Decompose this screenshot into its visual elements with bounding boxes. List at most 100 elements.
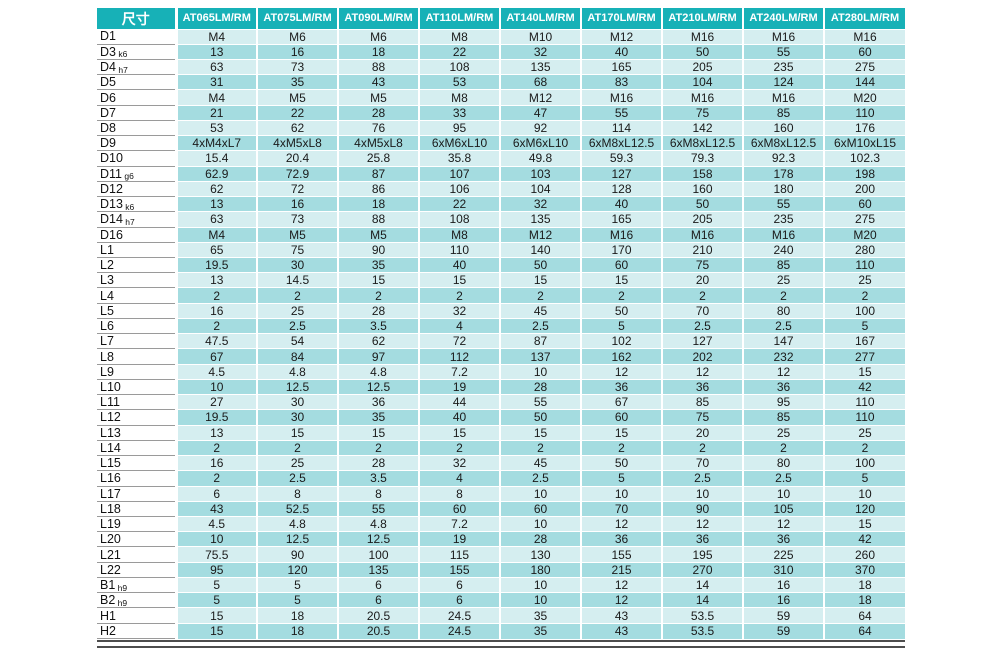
dimension-value-cell: M16 (580, 226, 662, 243)
dimension-value-cell: 36 (337, 394, 419, 410)
dimension-value-cell: 2 (175, 439, 257, 456)
dimension-value-cell: 53.5 (661, 622, 743, 639)
dimension-value-cell: 167 (823, 333, 905, 349)
dimension-value-cell: 19.5 (175, 257, 257, 273)
table-row: D11 g6 62.9 72.9 87 107 103 127 158 178 198 (97, 165, 905, 182)
dimension-value-cell: 2 (661, 439, 743, 456)
dimension-value-cell: 50 (661, 196, 743, 212)
dimension-value-cell: 76 (337, 119, 419, 136)
dimension-value-cell: 85 (742, 104, 824, 121)
dimension-value-cell: M12 (499, 226, 581, 243)
dimension-value-cell: 2 (337, 439, 419, 456)
dimension-value-cell: 2 (499, 439, 581, 456)
dimension-value-cell: 2 (418, 439, 500, 456)
dimension-value-cell: 90 (661, 500, 743, 517)
dimension-value-cell: 195 (661, 546, 743, 563)
dimension-value-cell: 88 (337, 211, 419, 228)
dimension-value-cell: 2 (337, 287, 419, 304)
table-row: L15 16 25 28 32 45 50 70 80 100 (97, 455, 905, 472)
dimension-value-cell: M16 (580, 89, 662, 106)
dimension-value-cell: 2.5 (499, 470, 581, 487)
dimension-value-cell: 225 (742, 546, 824, 563)
row-label: L11 (97, 394, 178, 411)
dimension-value-cell: 170 (580, 241, 662, 258)
dimension-value-cell: 6 (418, 576, 500, 593)
table-row: L4 2 2 2 2 2 2 2 2 2 (97, 287, 905, 304)
dimension-value-cell: 75 (661, 257, 743, 273)
table-row: L2 19.5 30 35 40 50 60 75 85 110 (97, 257, 905, 274)
dimension-value-cell: 43 (337, 74, 419, 90)
table-row: L5 16 25 28 32 45 50 70 80 100 (97, 302, 905, 319)
dimension-value-cell: 108 (418, 211, 500, 228)
row-label: D12 (97, 181, 178, 198)
dimension-value-cell: 62 (337, 333, 419, 349)
dimension-value-cell: 4 (418, 470, 500, 487)
dimension-value-cell: 85 (742, 257, 824, 273)
dimension-value-cell: 15 (823, 363, 905, 380)
dimension-value-cell: 40 (580, 43, 662, 60)
dimension-value-cell: 92.3 (742, 150, 824, 167)
dimension-value-cell: 86 (337, 180, 419, 197)
dimension-value-cell: 79.3 (661, 150, 743, 167)
dimension-value-cell: 160 (742, 119, 824, 136)
dimension-value-cell: 180 (742, 180, 824, 197)
dimension-value-cell: 12 (580, 515, 662, 532)
dimension-value-cell: 25.8 (337, 150, 419, 167)
table-row: L7 47.5 54 62 72 87 102 127 147 167 (97, 333, 905, 350)
table-row: D3 k6 13 16 18 22 32 40 50 55 60 (97, 43, 905, 60)
table-row: D6 M4 M5 M5 M8 M12 M16 M16 M16 M20 (97, 89, 905, 106)
dimension-value-cell: 15 (580, 424, 662, 441)
column-header: AT140LM/RM (499, 8, 581, 30)
dimension-value-cell: 104 (499, 180, 581, 197)
dimension-value-cell: 28 (337, 302, 419, 319)
dimension-value-cell: 35 (256, 74, 338, 90)
dimension-value-cell: 2 (256, 439, 338, 456)
row-label: D8 (97, 120, 178, 137)
dimension-value-cell: 12.5 (256, 378, 338, 395)
dimension-value-cell: 27 (175, 394, 257, 410)
dimension-value-cell: 35 (337, 257, 419, 273)
row-label: D16 (97, 227, 178, 243)
dimension-value-cell: 28 (337, 455, 419, 471)
row-label: D3 k6 (97, 44, 178, 60)
dimension-value-cell: 52.5 (256, 500, 338, 517)
dimension-value-cell: M12 (580, 28, 662, 45)
column-header: AT210LM/RM (661, 8, 743, 30)
row-label: D5 (97, 74, 178, 91)
table-row: L12 19.5 30 35 40 50 60 75 85 110 (97, 409, 905, 426)
row-label: L17 (97, 486, 178, 502)
table-row: D7 21 22 28 33 47 55 75 85 110 (97, 104, 905, 121)
dimension-value-cell: 370 (823, 561, 905, 578)
dimension-value-cell: 43 (175, 500, 257, 517)
dimension-value-cell: 280 (823, 241, 905, 258)
dimension-value-cell: 16 (256, 196, 338, 212)
dimension-value-cell: 20.4 (256, 150, 338, 167)
row-label-tolerance: g6 (122, 171, 134, 182)
corner-header-size: 尺寸 (97, 8, 178, 29)
dimension-value-cell: 6 (175, 485, 257, 502)
dimension-value-cell: 235 (742, 211, 824, 228)
dimension-value-cell: 24.5 (418, 622, 500, 639)
dimension-value-cell: M10 (499, 28, 581, 45)
dimension-value-cell: 2 (823, 287, 905, 304)
dimension-value-cell: 202 (661, 348, 743, 365)
dimension-value-cell: 13 (175, 272, 257, 288)
dimension-value-cell: 3.5 (337, 317, 419, 334)
dimension-value-cell: 4xM4xL7 (175, 135, 257, 151)
dimension-value-cell: 90 (337, 241, 419, 258)
dimension-value-cell: 35 (499, 622, 581, 639)
dimension-value-cell: 18 (256, 607, 338, 624)
dimension-value-cell: 20.5 (337, 622, 419, 639)
dimension-value-cell: 50 (661, 43, 743, 60)
dimension-value-cell: M4 (175, 28, 257, 45)
table-row: D14 h7 63 73 88 108 135 165 205 235 275 (97, 211, 905, 228)
dimension-value-cell: 67 (175, 348, 257, 365)
dimension-value-cell: 62.9 (175, 165, 257, 182)
dimension-value-cell: 35 (337, 409, 419, 426)
dimension-value-cell: 110 (418, 241, 500, 258)
dimension-value-cell: 25 (256, 302, 338, 319)
dimension-value-cell: 5 (580, 470, 662, 487)
dimension-value-cell: 10 (823, 485, 905, 502)
dimension-value-cell: 205 (661, 211, 743, 228)
dimension-value-cell: 277 (823, 348, 905, 365)
